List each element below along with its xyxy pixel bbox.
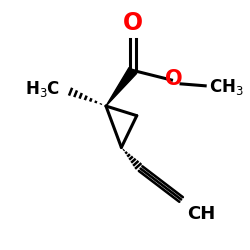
Text: O: O <box>123 11 143 35</box>
Text: CH: CH <box>187 205 215 223</box>
Text: CH$_3$: CH$_3$ <box>209 77 244 97</box>
Text: O: O <box>164 69 182 89</box>
Text: H$_3$C: H$_3$C <box>24 79 60 99</box>
Polygon shape <box>106 68 137 106</box>
